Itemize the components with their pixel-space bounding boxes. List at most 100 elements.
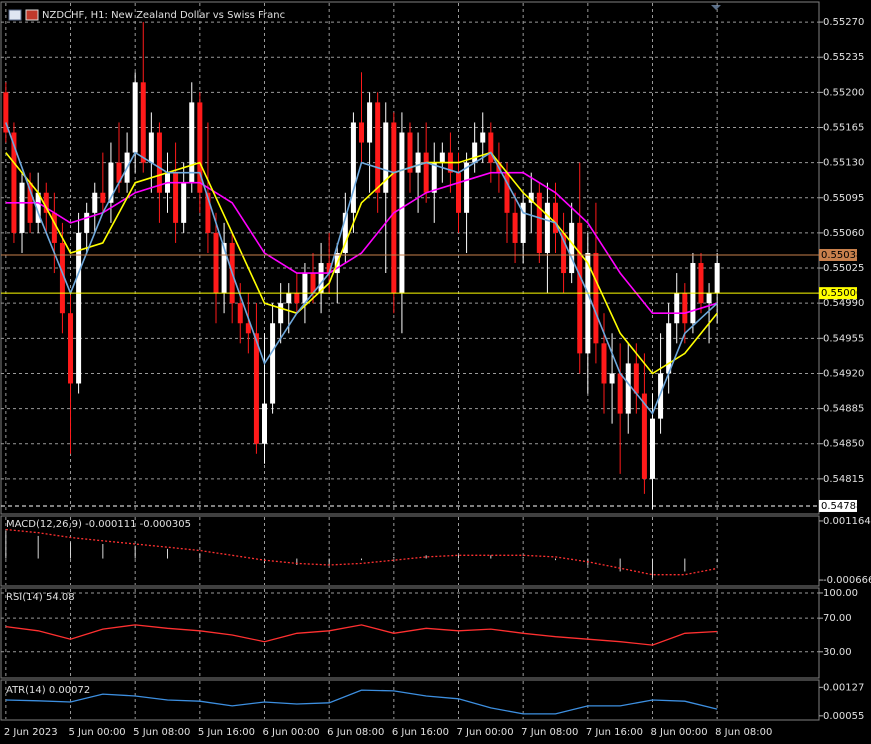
candle-body [318,263,324,294]
candle-body [706,293,712,304]
candle-body [76,232,82,384]
indicator-line [5,689,718,715]
y-tick-label: 0.55270 [823,17,864,28]
candle-body [140,82,146,163]
candle-body [3,92,9,133]
candle-body [278,303,284,324]
indicator-name: MACD(12,26,9) [6,519,82,530]
x-tick-label: 6 Jun 00:00 [263,727,320,738]
indicator-value: -0.000111 [85,519,136,530]
y-tick-label: 0.55165 [823,122,864,133]
y-tick-label: 0.001164 [823,516,871,527]
candle-body [464,162,470,213]
candle-body [593,252,599,344]
candle-body [59,242,65,314]
indicator-name: RSI(14) [6,592,43,603]
macd-signal [5,528,718,576]
candle-body [423,152,429,193]
y-tick-label: 0.54885 [823,404,864,415]
candle-body [43,192,49,213]
candle-body [617,373,623,414]
candle-body [569,222,575,274]
candle-body [633,363,639,394]
y-tick-label: 0.00055 [823,711,864,722]
candle-body [302,273,308,304]
candle-body [68,313,74,384]
symbol-icons[interactable] [8,9,39,21]
candle-body [156,132,162,193]
candle-body [714,263,720,294]
y-tick-label: 0.55235 [823,52,864,63]
candle-body [221,242,227,294]
candle-body [350,122,356,213]
candle-body [367,102,373,143]
candle-body [359,122,365,143]
y-tick-label: 70.00 [823,613,852,624]
candle-body [528,192,534,203]
price-label: 0.54788 [821,501,862,512]
candle-body [552,202,558,233]
rsi-title: RSI(14) 54.08 [6,592,75,603]
moving-average [5,151,718,375]
candle-body [270,323,276,404]
y-tick-label: 0.54920 [823,368,864,379]
candle-body [520,202,526,243]
x-tick-label: 6 Jun 08:00 [327,727,384,738]
moving-average [5,171,718,314]
price-label: 0.55000 [821,288,862,299]
indicator-name: ATR(14) [6,685,46,696]
y-tick-label: 0.55060 [823,228,864,239]
moving-average [5,122,718,416]
candle-body [11,132,17,233]
indicator-value: 0.00072 [49,685,90,696]
candle-body [625,363,631,414]
atr-title: ATR(14) 0.00072 [6,685,90,696]
candle-body [189,102,195,183]
candle-body [100,192,106,203]
candle-body [601,343,607,384]
candle-body [294,293,300,304]
candle-body [197,102,203,193]
candle-body [649,418,655,479]
chart-title: NZDCHF, H1: New Zealand Dollar vs Swiss … [42,10,285,21]
y-tick-label: 0.54990 [823,298,864,309]
price-label: 0.55038 [821,250,862,261]
icon-flag[interactable] [25,9,39,21]
candle-body [415,152,421,173]
candle-body [399,132,405,294]
candle-body [698,263,704,304]
candle-body [173,172,179,223]
candle-body [237,303,243,324]
candle-body [92,192,98,213]
x-tick-label: 5 Jun 08:00 [133,727,190,738]
y-tick-label: 0.54955 [823,333,864,344]
candle-body [407,132,413,173]
candle-body [342,212,348,253]
candle-body [536,192,542,253]
x-tick-label: 7 Jun 16:00 [586,727,643,738]
y-tick-label: 0.55200 [823,87,864,98]
icon-grid[interactable] [8,9,22,21]
candle-body [666,323,672,374]
candle-body [116,162,122,183]
atr-panel-frame [0,679,820,721]
rsi-panel-frame [0,587,820,679]
y-tick-label: 0.55130 [823,158,864,169]
indicator-line [5,624,718,646]
y-tick-label: 0.54850 [823,439,864,450]
candle-body [439,152,445,163]
macd-panel-frame [0,515,820,587]
candle-body [609,373,615,384]
candle-body [674,293,680,324]
y-tick-label: 0.54815 [823,474,864,485]
candle-body [253,333,259,444]
candle-body [35,192,41,223]
price-label-box [819,248,857,261]
x-tick-label: 7 Jun 00:00 [456,727,513,738]
candle-body [658,373,664,419]
candle-body [51,212,57,243]
x-tick-label: 8 Jun 00:00 [650,727,707,738]
candle-body [455,172,461,213]
shift-marker[interactable] [711,5,721,10]
